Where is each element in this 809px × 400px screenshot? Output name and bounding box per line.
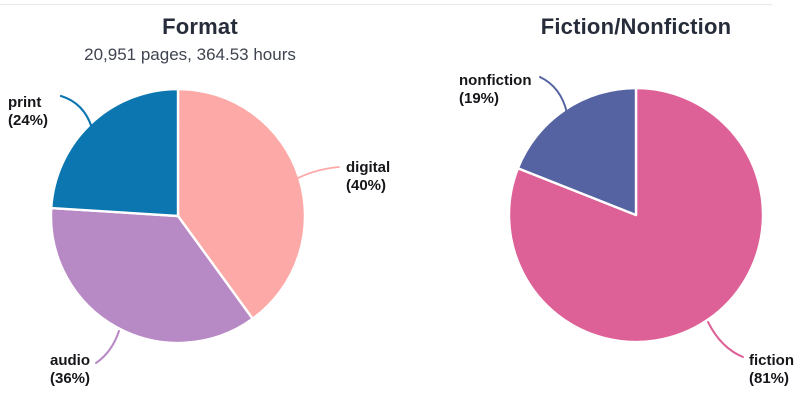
nonfiction-slice-percent: (19%) bbox=[459, 89, 500, 107]
format-chart-title: Format bbox=[162, 14, 238, 39]
audio-slice-name: audio bbox=[50, 352, 90, 369]
pie-slice-audio bbox=[49, 206, 254, 345]
top-divider bbox=[0, 4, 772, 5]
nonfiction-slice-label: nonfiction (19%) bbox=[459, 72, 531, 107]
fiction-nonfiction-pie bbox=[507, 86, 765, 344]
print-slice-percent: (24%) bbox=[8, 111, 49, 129]
audio-slice-label: audio (36%) bbox=[50, 352, 90, 387]
pie-slice-fiction bbox=[507, 86, 765, 344]
nonfiction-slice-name: nonfiction bbox=[459, 72, 532, 89]
digital-slice-percent: (40%) bbox=[346, 176, 387, 194]
pie-slice-print bbox=[50, 87, 180, 218]
format-chart-subtitle: 20,951 pages, 364.53 hours bbox=[84, 45, 296, 64]
fiction-nonfiction-chart-title: Fiction/Nonfiction bbox=[540, 14, 732, 39]
audio-slice-percent: (36%) bbox=[50, 369, 91, 387]
print-slice-name: print bbox=[8, 94, 42, 111]
fiction-slice-percent: (81%) bbox=[749, 369, 790, 387]
digital-slice-label: digital (40%) bbox=[346, 159, 390, 194]
fiction-slice-name: fiction bbox=[749, 352, 794, 369]
print-slice-label: print (24%) bbox=[8, 94, 48, 129]
digital-slice-name: digital bbox=[346, 159, 391, 176]
format-pie bbox=[49, 87, 307, 345]
fiction-slice-label: fiction (81%) bbox=[749, 352, 794, 387]
